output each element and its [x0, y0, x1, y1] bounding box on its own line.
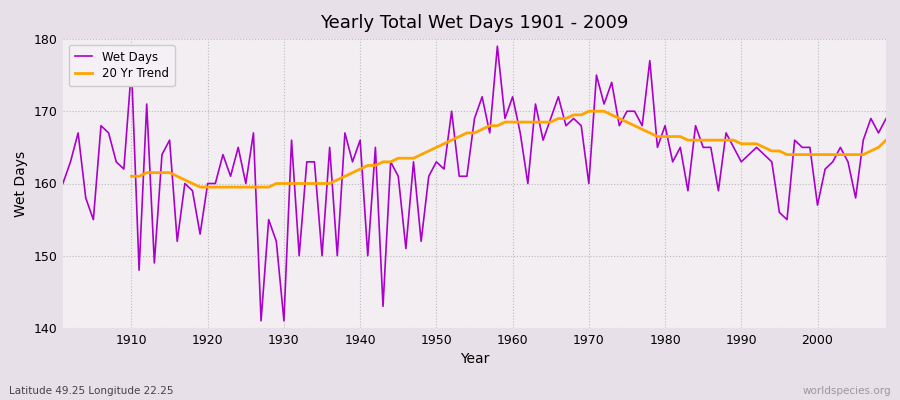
Y-axis label: Wet Days: Wet Days — [14, 150, 28, 216]
Legend: Wet Days, 20 Yr Trend: Wet Days, 20 Yr Trend — [68, 45, 175, 86]
20 Yr Trend — [523, 120, 534, 124]
Wet Days — [515, 130, 526, 135]
Title: Yearly Total Wet Days 1901 - 2009: Yearly Total Wet Days 1901 - 2009 — [320, 14, 629, 32]
20 Yr Trend — [278, 181, 289, 186]
20 Yr Trend — [309, 181, 320, 186]
20 Yr Trend — [835, 152, 846, 157]
20 Yr Trend — [126, 174, 137, 179]
Wet Days — [339, 130, 350, 135]
Wet Days — [881, 116, 892, 121]
Wet Days — [492, 44, 503, 49]
Wet Days — [119, 167, 130, 172]
20 Yr Trend — [583, 109, 594, 114]
Line: 20 Yr Trend: 20 Yr Trend — [131, 111, 886, 187]
Text: Latitude 49.25 Longitude 22.25: Latitude 49.25 Longitude 22.25 — [9, 386, 174, 396]
Text: worldspecies.org: worldspecies.org — [803, 386, 891, 396]
Wet Days — [614, 123, 625, 128]
Wet Days — [58, 181, 68, 186]
20 Yr Trend — [591, 109, 602, 114]
Wet Days — [523, 181, 534, 186]
Wet Days — [256, 318, 266, 323]
20 Yr Trend — [194, 185, 205, 190]
Line: Wet Days: Wet Days — [63, 46, 886, 321]
X-axis label: Year: Year — [460, 352, 490, 366]
20 Yr Trend — [881, 138, 892, 142]
Wet Days — [293, 253, 304, 258]
20 Yr Trend — [858, 152, 868, 157]
